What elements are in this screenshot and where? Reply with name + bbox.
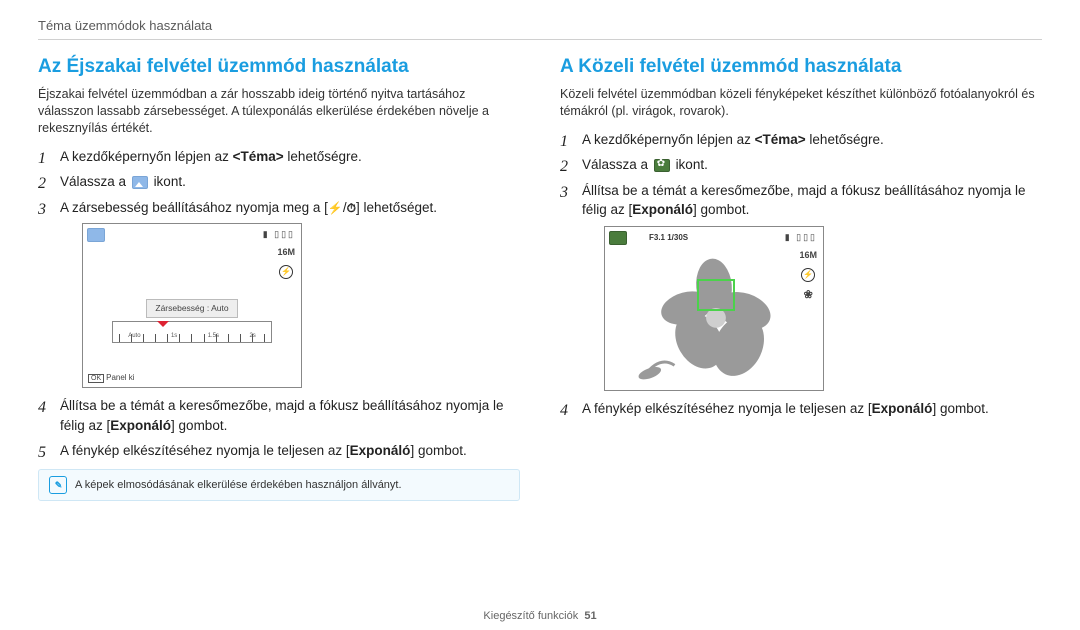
shutter-panel: Zársebesség : Auto Auto 1s 1.5s <box>112 299 272 342</box>
right-status-icons: 16M ⚡ <box>277 246 295 279</box>
panel-off-hint: OKPanel ki <box>88 372 135 384</box>
page-footer: Kiegészítő funkciók 51 <box>38 610 1042 622</box>
step-text: ] gombot. <box>171 418 227 433</box>
macro-flower-icon: ❀ <box>804 288 813 304</box>
step-text: ] lehetőséget. <box>356 200 437 215</box>
step-text: A fénykép elkészítéséhez nyomja le telje… <box>582 401 872 416</box>
night-screen-preview: ▮ ▯▯▯ 16M ⚡ Zársebesség : Auto <box>82 223 302 388</box>
flash-icon: ⚡ <box>328 200 343 217</box>
night-mode-icon <box>132 176 148 189</box>
columns: Az Éjszakai felvétel üzemmód használata … <box>38 56 1042 606</box>
note-box: ✎ A képek elmosódásának elkerülése érdek… <box>38 469 520 501</box>
note-icon: ✎ <box>49 476 67 494</box>
macro-screen-preview: F3.1 1/30S ▮ ▯▯▯ 16M ⚡ ❀ <box>604 226 824 391</box>
page-number: 51 <box>584 610 596 622</box>
left-section-title: Az Éjszakai felvétel üzemmód használata <box>38 56 520 78</box>
right-status-icons: 16M ⚡ ❀ <box>799 249 817 304</box>
macro-mode-icon <box>654 159 670 172</box>
right-column: A Közeli felvétel üzemmód használata Köz… <box>560 56 1042 606</box>
step-text: A kezdőképernyőn lépjen az <box>60 149 233 164</box>
right-section-title: A Közeli felvétel üzemmód használata <box>560 56 1042 78</box>
step-text: ] gombot. <box>410 443 466 458</box>
left-steps: A kezdőképernyőn lépjen az <Téma> lehető… <box>38 147 520 461</box>
left-step-1: A kezdőképernyőn lépjen az <Téma> lehető… <box>38 147 520 167</box>
left-step-4: Állítsa be a témát a keresőmezőbe, majd … <box>38 396 520 435</box>
breadcrumb: Téma üzemmódok használata <box>38 18 1042 40</box>
page: Téma üzemmódok használata Az Éjszakai fe… <box>0 0 1080 630</box>
right-step-1: A kezdőképernyőn lépjen az <Téma> lehető… <box>560 130 1042 150</box>
footer-label: Kiegészítő funkciók <box>483 610 578 622</box>
step-text: lehetőségre. <box>284 149 362 164</box>
shutter-speed-label: Zársebesség : Auto <box>146 299 237 317</box>
step-text: Válassza a <box>582 157 652 172</box>
right-steps: A kezdőképernyőn lépjen az <Téma> lehető… <box>560 130 1042 419</box>
step-bold: <Téma> <box>755 132 806 147</box>
right-intro: Közeli felvétel üzemmódban közeli fényké… <box>560 86 1042 120</box>
left-step-2: Válassza a ikont. <box>38 172 520 192</box>
step-text: A fénykép elkészítéséhez nyomja le telje… <box>60 443 350 458</box>
mode-badge-icon <box>609 231 627 245</box>
step-bold: Exponáló <box>632 202 693 217</box>
step-text: ] gombot. <box>932 401 988 416</box>
mode-badge-icon <box>87 228 105 242</box>
step-text: Válassza a <box>60 174 130 189</box>
top-status-icons: ▮ ▯▯▯ <box>263 228 295 241</box>
left-step-5: A fénykép elkészítéséhez nyomja le telje… <box>38 441 520 461</box>
left-column: Az Éjszakai felvétel üzemmód használata … <box>38 56 520 606</box>
step-bold: Exponáló <box>110 418 171 433</box>
step-text: A zársebesség beállításához nyomja meg a… <box>60 200 328 215</box>
ok-badge: OK <box>88 374 104 383</box>
right-step-4: A fénykép elkészítéséhez nyomja le telje… <box>560 399 1042 419</box>
resolution-label: 16M <box>277 246 295 259</box>
timer-icon: ⏱ <box>347 200 356 217</box>
flash-off-icon: ⚡ <box>801 268 815 282</box>
note-text: A képek elmosódásának elkerülése érdekéb… <box>75 479 402 491</box>
top-status-icons: ▮ ▯▯▯ <box>785 231 817 244</box>
left-intro: Éjszakai felvétel üzemmódban a zár hossz… <box>38 86 520 137</box>
shutter-ruler: Auto 1s 1.5s 2s <box>112 321 272 343</box>
ruler-labels: Auto 1s 1.5s 2s <box>113 332 271 341</box>
step-text: ikont. <box>676 157 708 172</box>
exposure-readout: F3.1 1/30S <box>649 232 688 244</box>
step-text: ] gombot. <box>693 202 749 217</box>
step-text: A kezdőképernyőn lépjen az <box>582 132 755 147</box>
step-text: lehetőségre. <box>806 132 884 147</box>
flash-off-icon: ⚡ <box>279 265 293 279</box>
right-step-3: Állítsa be a témát a keresőmezőbe, majd … <box>560 181 1042 391</box>
step-bold: Exponáló <box>872 401 933 416</box>
panel-off-text: Panel ki <box>106 373 134 382</box>
focus-rectangle <box>697 279 735 311</box>
step-bold: <Téma> <box>233 149 284 164</box>
step-text: ikont. <box>154 174 186 189</box>
step-bold: Exponáló <box>350 443 411 458</box>
left-step-3: A zársebesség beállításához nyomja meg a… <box>38 198 520 389</box>
right-step-2: Válassza a ikont. <box>560 155 1042 175</box>
resolution-label: 16M <box>799 249 817 262</box>
